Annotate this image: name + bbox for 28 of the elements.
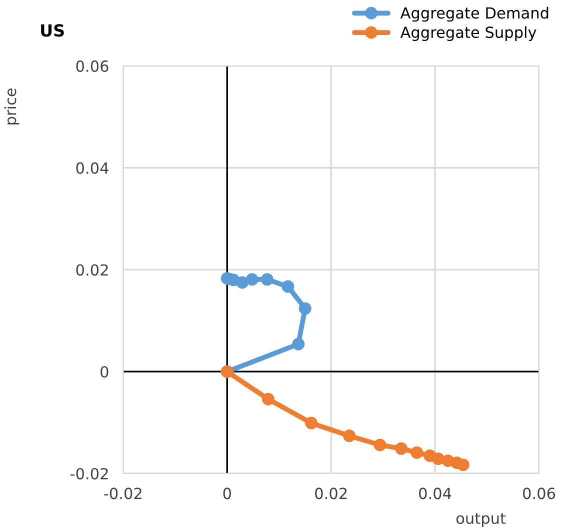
x-tick-label: 0.02 xyxy=(315,488,347,500)
point xyxy=(395,442,408,455)
x-axis-title: output xyxy=(456,513,506,527)
x-tick-label: -0.02 xyxy=(104,488,142,500)
y-tick-label: 0.02 xyxy=(76,264,108,276)
x-tick-label: 0.04 xyxy=(419,488,452,500)
legend-label: Aggregate Supply xyxy=(400,26,536,42)
point xyxy=(260,273,274,286)
x-tick-label: 0.06 xyxy=(523,488,556,500)
y-tick-label: 0 xyxy=(100,366,108,378)
y-axis-title: price xyxy=(4,88,20,124)
point xyxy=(305,416,318,430)
point xyxy=(292,338,305,350)
point xyxy=(432,452,444,465)
chart-title: US xyxy=(41,24,64,37)
point xyxy=(343,430,356,442)
x-tick-label: 0 xyxy=(223,488,231,500)
point xyxy=(298,302,312,315)
point xyxy=(410,446,424,459)
point xyxy=(456,458,470,472)
point xyxy=(374,438,386,452)
y-tick-label: 0.04 xyxy=(76,162,108,174)
legend-label: Aggregate Demand xyxy=(400,6,548,22)
point xyxy=(282,280,294,293)
point xyxy=(262,392,274,406)
y-tick-label: -0.02 xyxy=(70,468,108,480)
point xyxy=(246,273,258,286)
y-tick-label: 0.06 xyxy=(76,60,108,72)
